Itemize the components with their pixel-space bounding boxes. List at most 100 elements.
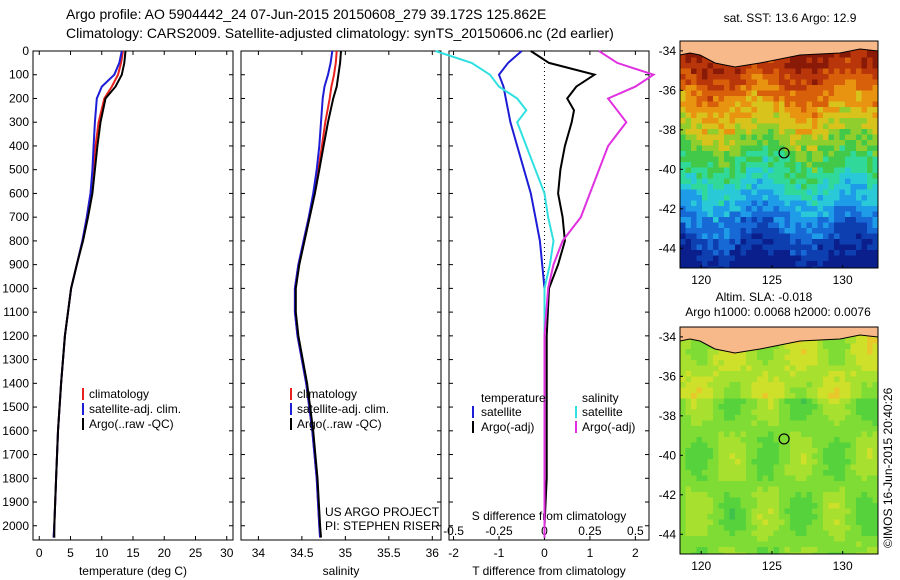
map-cell xyxy=(707,426,714,432)
depth-tick-label: 500 xyxy=(9,163,29,177)
map-cell xyxy=(768,475,774,482)
map-cell xyxy=(691,217,697,223)
salinity-xtick-label: 35.5 xyxy=(377,546,401,560)
map-cell xyxy=(839,90,846,97)
map-cell xyxy=(702,376,708,383)
map-cell xyxy=(779,178,785,185)
map-cell xyxy=(784,541,791,548)
map-cell xyxy=(729,250,736,256)
map-cell xyxy=(757,90,763,97)
map-cell xyxy=(872,431,878,438)
map-cell xyxy=(768,101,774,108)
map-cell xyxy=(867,503,873,509)
map-cell xyxy=(707,261,714,267)
map-cell xyxy=(790,74,796,80)
map-cell xyxy=(828,365,835,372)
map-cell xyxy=(823,387,829,394)
map-cell xyxy=(702,442,708,449)
map-cell xyxy=(773,525,780,531)
map-cell xyxy=(762,79,769,86)
map-cell xyxy=(845,536,851,542)
map-cell xyxy=(724,492,730,498)
map-cell xyxy=(735,470,741,476)
map-cell xyxy=(773,195,780,201)
map-cell xyxy=(812,398,818,405)
map-cell xyxy=(872,140,878,146)
map-cell xyxy=(850,211,857,218)
map-cell xyxy=(790,129,796,135)
map-cell xyxy=(691,211,697,218)
map-cell xyxy=(773,266,780,268)
map-cell xyxy=(735,79,741,86)
map-cell xyxy=(718,162,725,168)
map-cell xyxy=(724,107,730,113)
map-cell xyxy=(762,228,769,234)
map-cell xyxy=(790,101,796,108)
map-cell xyxy=(702,387,708,394)
map-cell xyxy=(867,85,873,91)
map-cell xyxy=(850,112,857,119)
map-cell xyxy=(790,195,796,201)
map-cell xyxy=(812,167,818,174)
map-cell xyxy=(817,393,824,399)
map-cell xyxy=(691,393,697,399)
map-cell xyxy=(680,371,686,377)
map-cell xyxy=(691,420,697,427)
map-cell xyxy=(751,382,758,388)
map-cell xyxy=(779,151,785,157)
map-cell xyxy=(729,184,736,190)
map-cell xyxy=(702,382,708,388)
map-cell xyxy=(696,514,703,520)
map-cell xyxy=(713,85,719,91)
map-cell xyxy=(680,365,686,372)
map-cell xyxy=(801,112,807,119)
map-cell xyxy=(768,376,774,383)
map-cell xyxy=(850,382,857,388)
map-cell xyxy=(795,63,802,69)
map-cell xyxy=(757,547,763,553)
map-cell xyxy=(850,178,857,185)
map-cell xyxy=(696,464,703,471)
map-cell xyxy=(685,508,692,515)
map-cell xyxy=(707,156,714,163)
map-cell xyxy=(724,228,730,234)
map-cell xyxy=(823,68,829,75)
map-cell xyxy=(834,365,840,372)
map-cell xyxy=(784,365,791,372)
map-cell xyxy=(850,195,857,201)
map-cell xyxy=(724,74,730,80)
map-cell xyxy=(801,79,807,86)
map-cell xyxy=(691,140,697,146)
map-cell xyxy=(713,497,719,504)
map-cell xyxy=(845,228,851,234)
temperature-xtick-label: 20 xyxy=(158,546,172,560)
map-cell xyxy=(773,129,780,135)
map-cell xyxy=(828,360,835,366)
map-cell xyxy=(823,536,829,542)
map-cell xyxy=(762,475,769,482)
map-cell xyxy=(867,541,873,548)
map-cell xyxy=(740,503,747,509)
map-cell xyxy=(828,189,835,196)
map-cell xyxy=(696,85,703,91)
map-cell xyxy=(784,349,791,355)
map-cell xyxy=(845,74,851,80)
map-cell xyxy=(757,354,763,361)
map-cell xyxy=(768,233,774,240)
map-cell xyxy=(850,156,857,163)
depth-tick-label: 1300 xyxy=(2,353,29,367)
map-cell xyxy=(757,442,763,449)
map-cell xyxy=(718,387,725,394)
map-cell xyxy=(757,129,763,135)
map-cell xyxy=(751,206,758,212)
map-cell xyxy=(817,184,824,190)
map-cell xyxy=(817,376,824,383)
map-cell xyxy=(751,151,758,157)
map-cell xyxy=(680,156,686,163)
map-cell xyxy=(817,134,824,141)
map-cell xyxy=(834,145,840,152)
map-cell xyxy=(839,74,846,80)
map-cell xyxy=(867,129,873,135)
map-cell xyxy=(685,497,692,504)
map-cell xyxy=(795,387,802,394)
